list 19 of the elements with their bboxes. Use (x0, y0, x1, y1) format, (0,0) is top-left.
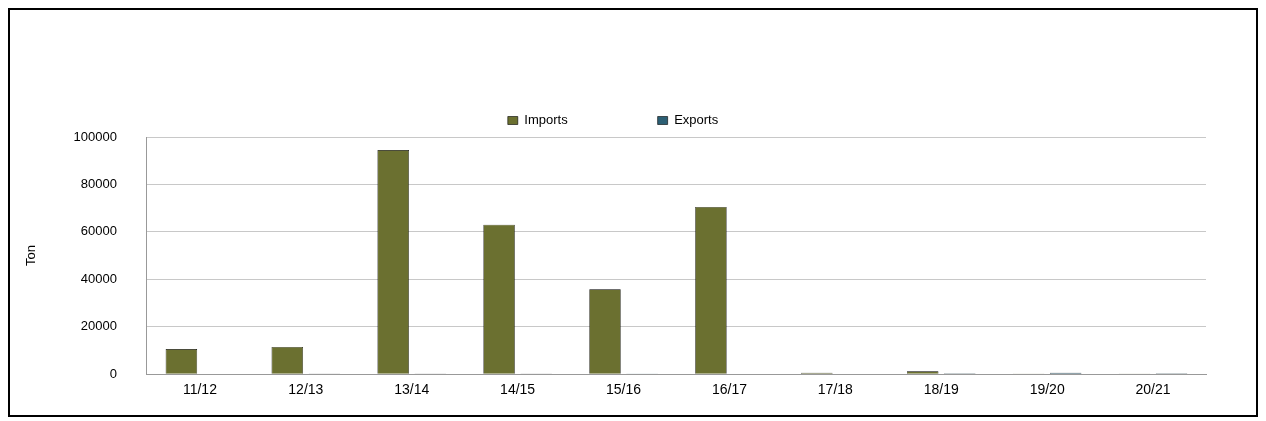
x-tick-label: 16/17 (711, 381, 748, 398)
x-tick-label: 12/13 (288, 381, 324, 398)
x-tick-label: 15/16 (606, 381, 642, 398)
x-tick-label: 18/19 (923, 381, 959, 398)
y-tick-label: 0 (109, 365, 117, 381)
y-tick-label: 80000 (80, 176, 117, 192)
x-tick-label: 11/12 (182, 381, 218, 398)
y-tick-label: 20000 (80, 318, 117, 334)
legend-label: Imports (524, 112, 569, 128)
x-tick-label: 20/21 (1135, 381, 1171, 398)
y-axis-title: Ton (23, 245, 39, 267)
x-tick-label: 14/15 (500, 381, 536, 398)
y-tick-label: 40000 (80, 270, 117, 286)
y-tick-label: 60000 (80, 223, 117, 239)
x-tick-label: 13/14 (394, 381, 430, 398)
y-tick-label: 100000 (73, 128, 117, 144)
x-tick-label: 17/18 (817, 381, 854, 398)
legend-label: Exports (674, 112, 719, 128)
x-tick-label: 19/20 (1029, 381, 1065, 398)
